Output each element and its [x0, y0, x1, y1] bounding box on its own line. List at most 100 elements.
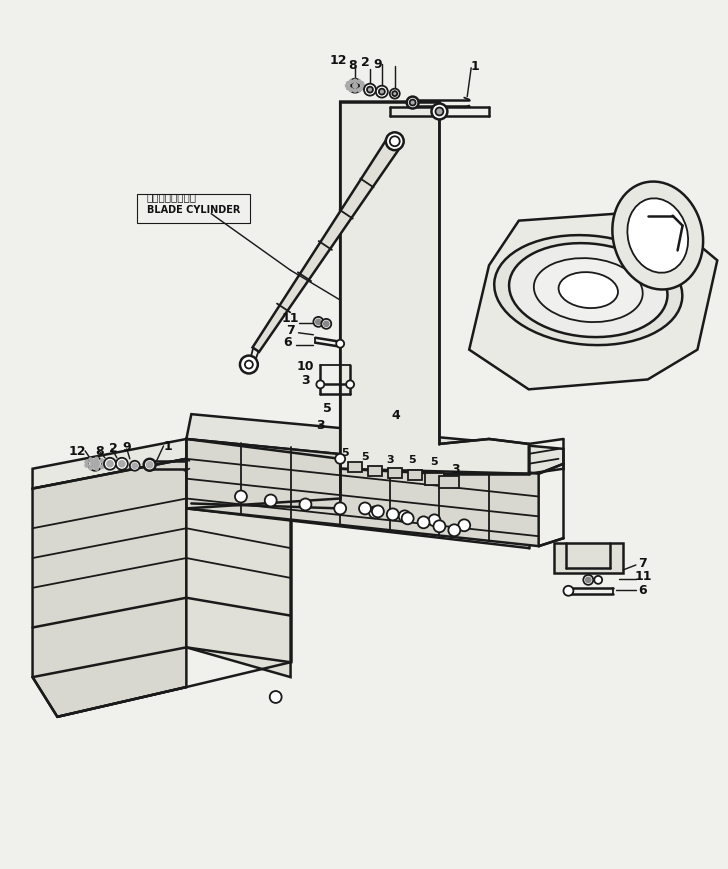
- Ellipse shape: [612, 182, 703, 290]
- Text: 5: 5: [341, 448, 349, 457]
- Text: 9: 9: [122, 441, 131, 454]
- Circle shape: [433, 521, 446, 533]
- Polygon shape: [33, 460, 186, 717]
- Circle shape: [100, 466, 103, 469]
- Circle shape: [85, 464, 88, 468]
- Polygon shape: [340, 103, 529, 474]
- Text: 5: 5: [323, 401, 332, 415]
- Circle shape: [245, 362, 253, 369]
- Circle shape: [386, 133, 404, 151]
- Circle shape: [299, 499, 312, 511]
- Text: 7: 7: [638, 556, 647, 569]
- Text: 10: 10: [297, 360, 314, 373]
- Circle shape: [235, 491, 247, 503]
- Text: ブレードシリンダ: ブレードシリンダ: [146, 191, 197, 202]
- Circle shape: [317, 381, 324, 389]
- Circle shape: [116, 458, 128, 470]
- Circle shape: [316, 320, 321, 325]
- Polygon shape: [440, 476, 459, 488]
- Circle shape: [435, 109, 443, 116]
- Circle shape: [130, 461, 140, 471]
- Text: 5: 5: [361, 451, 369, 461]
- Circle shape: [91, 461, 99, 468]
- Circle shape: [349, 81, 352, 84]
- Circle shape: [392, 92, 397, 97]
- Circle shape: [270, 691, 282, 703]
- Polygon shape: [408, 470, 422, 480]
- Text: 11: 11: [282, 312, 299, 325]
- Circle shape: [418, 517, 430, 528]
- Circle shape: [389, 137, 400, 147]
- Polygon shape: [253, 137, 401, 353]
- Circle shape: [360, 83, 363, 86]
- Text: 5: 5: [431, 456, 438, 467]
- Circle shape: [346, 85, 349, 88]
- Circle shape: [100, 460, 103, 462]
- Text: 2: 2: [108, 441, 117, 454]
- Circle shape: [360, 88, 363, 90]
- Polygon shape: [368, 467, 382, 476]
- Circle shape: [146, 462, 153, 468]
- Circle shape: [89, 467, 92, 470]
- Circle shape: [347, 83, 349, 86]
- Text: 6: 6: [638, 584, 647, 597]
- Circle shape: [448, 525, 460, 536]
- Ellipse shape: [509, 244, 668, 338]
- Circle shape: [104, 458, 116, 470]
- Ellipse shape: [494, 235, 682, 346]
- Circle shape: [346, 381, 354, 389]
- Circle shape: [429, 514, 440, 527]
- Text: 4: 4: [392, 408, 400, 421]
- Circle shape: [103, 463, 106, 466]
- Circle shape: [240, 356, 258, 374]
- Text: 3: 3: [316, 418, 325, 431]
- Circle shape: [354, 90, 357, 93]
- Circle shape: [347, 88, 349, 90]
- Circle shape: [402, 513, 414, 525]
- Circle shape: [432, 104, 448, 120]
- Circle shape: [372, 506, 384, 518]
- Text: 9: 9: [373, 58, 382, 71]
- Circle shape: [313, 317, 323, 328]
- Text: 2: 2: [360, 56, 369, 70]
- Circle shape: [458, 520, 470, 532]
- Circle shape: [89, 459, 92, 461]
- Circle shape: [369, 507, 381, 519]
- Polygon shape: [348, 462, 362, 472]
- Circle shape: [399, 511, 411, 523]
- Polygon shape: [186, 415, 563, 474]
- Polygon shape: [388, 468, 402, 478]
- Circle shape: [389, 90, 400, 99]
- Circle shape: [351, 83, 359, 90]
- Circle shape: [357, 90, 360, 92]
- Circle shape: [563, 587, 574, 596]
- Circle shape: [379, 90, 385, 96]
- Ellipse shape: [558, 273, 618, 308]
- Circle shape: [95, 458, 98, 461]
- Text: 5: 5: [408, 454, 416, 464]
- Polygon shape: [33, 440, 290, 489]
- Circle shape: [119, 461, 124, 468]
- Circle shape: [132, 464, 138, 468]
- Circle shape: [376, 87, 388, 98]
- Text: 8: 8: [348, 59, 357, 72]
- Circle shape: [335, 454, 345, 464]
- Text: 6: 6: [283, 335, 292, 348]
- Polygon shape: [469, 211, 717, 390]
- Ellipse shape: [534, 259, 643, 322]
- Polygon shape: [186, 440, 290, 677]
- Text: 1: 1: [471, 60, 480, 73]
- Circle shape: [349, 90, 352, 92]
- Circle shape: [362, 85, 365, 88]
- Circle shape: [594, 576, 602, 584]
- Circle shape: [85, 461, 88, 464]
- Text: BLADE CYLINDER: BLADE CYLINDER: [146, 204, 240, 215]
- Circle shape: [265, 495, 277, 507]
- Circle shape: [143, 460, 156, 471]
- Text: 3: 3: [451, 462, 459, 475]
- Text: 12: 12: [68, 445, 86, 458]
- Polygon shape: [186, 440, 539, 547]
- Circle shape: [367, 88, 373, 94]
- Text: 3: 3: [301, 374, 309, 387]
- Text: 1: 1: [163, 440, 172, 453]
